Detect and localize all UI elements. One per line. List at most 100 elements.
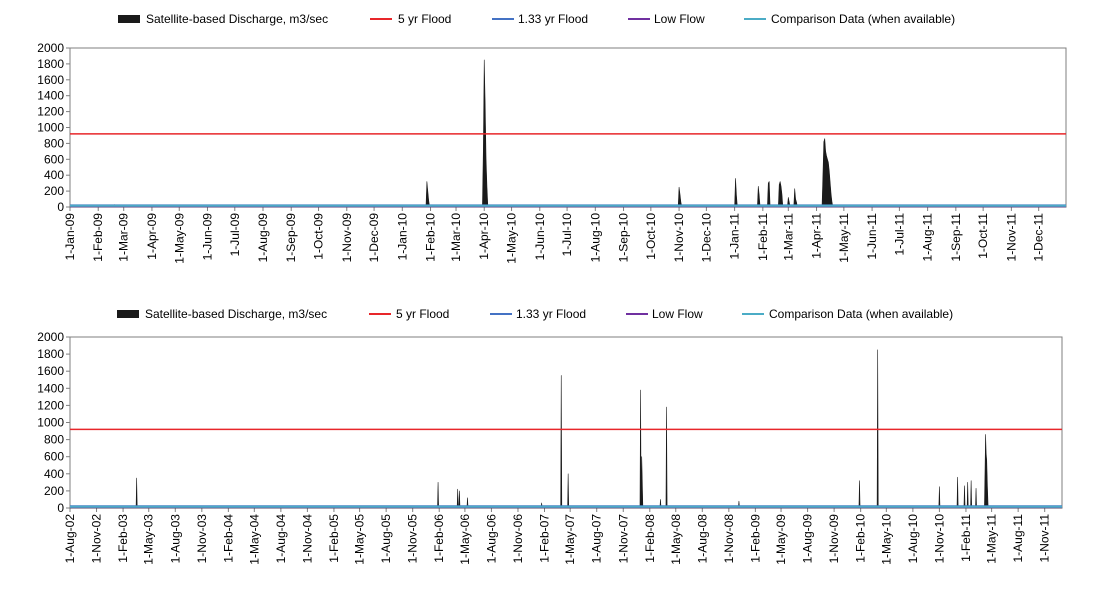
x-tick-label: 1-Aug-03 bbox=[168, 514, 182, 564]
x-tick-label: 1-Oct-11 bbox=[976, 213, 990, 259]
x-tick-label: 1-Feb-10 bbox=[424, 213, 438, 262]
y-tick-label: 1200 bbox=[37, 398, 64, 412]
x-tick-label: 1-Feb-10 bbox=[854, 514, 868, 563]
legend-swatch-discharge bbox=[118, 15, 140, 23]
discharge-area-series bbox=[69, 59, 1067, 208]
x-tick-label: 1-Nov-11 bbox=[1038, 514, 1052, 563]
x-tick-label: 1-May-07 bbox=[563, 514, 577, 565]
legend-label-comparison: Comparison Data (when available) bbox=[769, 307, 953, 321]
y-tick-label: 1400 bbox=[37, 381, 64, 395]
x-tick-label: 1-Feb-06 bbox=[432, 514, 446, 563]
y-tick-label: 800 bbox=[44, 136, 64, 150]
x-tick-label: 1-Aug-06 bbox=[484, 514, 498, 564]
x-tick-label: 1-Jan-10 bbox=[395, 213, 409, 261]
x-tick-label: 1-Aug-07 bbox=[590, 514, 604, 564]
legend-swatch-discharge bbox=[117, 310, 139, 318]
x-tick-label: 1-Sep-11 bbox=[949, 213, 963, 262]
y-tick-label: 0 bbox=[57, 200, 64, 214]
x-tick-label: 1-Aug-04 bbox=[274, 514, 288, 564]
x-tick-label: 1-Sep-10 bbox=[617, 213, 631, 263]
x-tick-label: 1-May-11 bbox=[985, 514, 999, 564]
x-tick-label: 1-Aug-10 bbox=[588, 213, 602, 263]
y-tick-label: 400 bbox=[44, 168, 64, 182]
x-tick-label: 1-Aug-10 bbox=[906, 514, 920, 564]
x-tick-label: 1-Aug-08 bbox=[695, 514, 709, 564]
y-tick-label: 200 bbox=[44, 184, 64, 198]
x-tick-label: 1-Jun-09 bbox=[200, 213, 214, 261]
legend-label-lowflow: Low Flow bbox=[652, 307, 703, 321]
x-tick-label: 1-May-10 bbox=[879, 514, 893, 565]
legend-label-flood133: 1.33 yr Flood bbox=[516, 307, 586, 321]
x-tick-label: 1-May-09 bbox=[774, 514, 788, 565]
x-tick-label: 1-Aug-11 bbox=[1011, 514, 1025, 563]
x-tick-label: 1-Feb-07 bbox=[538, 514, 552, 563]
y-tick-label: 800 bbox=[44, 433, 64, 447]
x-tick-label: 1-Sep-09 bbox=[284, 213, 298, 263]
x-tick-label: 1-Nov-04 bbox=[300, 514, 314, 564]
x-tick-label: 1-Feb-11 bbox=[756, 213, 770, 261]
x-tick-label: 1-Mar-09 bbox=[117, 213, 131, 262]
y-tick-label: 1600 bbox=[37, 73, 64, 87]
x-tick-label: 1-Feb-11 bbox=[959, 514, 973, 562]
x-tick-label: 1-Apr-11 bbox=[810, 213, 824, 259]
plot-area bbox=[69, 336, 1063, 509]
x-tick-label: 1-Dec-10 bbox=[699, 213, 713, 263]
x-tick-label: 1-Oct-10 bbox=[644, 213, 658, 260]
x-tick-label: 1-Nov-05 bbox=[406, 514, 420, 564]
x-tick-label: 1-Jun-10 bbox=[533, 213, 547, 261]
x-tick-label: 1-Jan-11 bbox=[728, 213, 742, 260]
y-tick-label: 1800 bbox=[37, 57, 64, 71]
legend-label-comparison: Comparison Data (when available) bbox=[771, 12, 955, 26]
x-tick-label: 1-Nov-09 bbox=[827, 514, 841, 564]
x-tick-label: 1-Nov-10 bbox=[932, 514, 946, 564]
x-tick-label: 1-Nov-03 bbox=[195, 514, 209, 564]
y-tick-label: 1000 bbox=[37, 121, 64, 135]
x-tick-label: 1-Jul-10 bbox=[560, 213, 574, 257]
x-tick-label: 1-Jul-11 bbox=[892, 213, 906, 256]
x-tick-label: 1-Nov-09 bbox=[340, 213, 354, 263]
y-tick-label: 200 bbox=[44, 484, 64, 498]
x-tick-label: 1-May-03 bbox=[142, 514, 156, 565]
y-tick-label: 2000 bbox=[37, 330, 64, 344]
legend-label-flood5: 5 yr Flood bbox=[398, 12, 451, 26]
y-tick-label: 2000 bbox=[37, 41, 64, 55]
x-tick-label: 1-Jul-09 bbox=[228, 213, 242, 257]
x-tick-label: 1-Nov-11 bbox=[1004, 213, 1018, 262]
discharge-chart-2002-2011: Satellite-based Discharge, m3/sec 5 yr Fl… bbox=[0, 300, 1094, 604]
x-tick-label: 1-Apr-10 bbox=[477, 213, 491, 260]
x-tick-label: 1-May-11 bbox=[837, 213, 851, 263]
x-tick-label: 1-Nov-02 bbox=[90, 514, 104, 564]
x-tick-label: 1-Apr-09 bbox=[145, 213, 159, 260]
x-tick-label: 1-May-05 bbox=[353, 514, 367, 565]
x-tick-label: 1-Nov-10 bbox=[672, 213, 686, 263]
x-tick-label: 1-Aug-02 bbox=[63, 514, 77, 564]
legend-label-flood133: 1.33 yr Flood bbox=[518, 12, 588, 26]
y-tick-label: 1200 bbox=[37, 105, 64, 119]
legend-bottom: Satellite-based Discharge, m3/sec 5 yr Fl… bbox=[117, 307, 953, 321]
x-tick-label: 1-May-06 bbox=[458, 514, 472, 565]
x-tick-label: 1-Feb-09 bbox=[748, 514, 762, 563]
legend-label-discharge: Satellite-based Discharge, m3/sec bbox=[146, 12, 328, 26]
y-tick-label: 600 bbox=[44, 450, 64, 464]
y-tick-label: 1000 bbox=[37, 416, 64, 430]
chart-svg-bottom: Satellite-based Discharge, m3/sec 5 yr Fl… bbox=[37, 307, 1063, 565]
legend-label-discharge: Satellite-based Discharge, m3/sec bbox=[145, 307, 327, 321]
y-tick-label: 400 bbox=[44, 467, 64, 481]
chart-svg-top: Satellite-based Discharge, m3/sec 5 yr Fl… bbox=[37, 12, 1067, 264]
x-tick-label: 1-Dec-09 bbox=[367, 213, 381, 263]
plot-area bbox=[69, 47, 1067, 208]
x-tick-label: 1-Feb-09 bbox=[91, 213, 105, 262]
y-tick-label: 0 bbox=[57, 501, 64, 515]
y-tick-label: 1400 bbox=[37, 89, 64, 103]
x-tick-label: 1-Aug-05 bbox=[379, 514, 393, 564]
x-tick-label: 1-Nov-07 bbox=[616, 514, 630, 564]
x-tick-label: 1-May-10 bbox=[505, 213, 519, 264]
x-tick-label: 1-May-09 bbox=[172, 213, 186, 264]
y-tick-label: 1600 bbox=[37, 364, 64, 378]
x-tick-label: 1-May-08 bbox=[669, 514, 683, 565]
x-tick-label: 1-Nov-08 bbox=[722, 514, 736, 564]
x-tick-label: 1-Aug-11 bbox=[921, 213, 935, 262]
legend-label-lowflow: Low Flow bbox=[654, 12, 705, 26]
x-tick-label: 1-Nov-06 bbox=[511, 514, 525, 564]
x-tick-label: 1-Jan-09 bbox=[63, 213, 77, 261]
